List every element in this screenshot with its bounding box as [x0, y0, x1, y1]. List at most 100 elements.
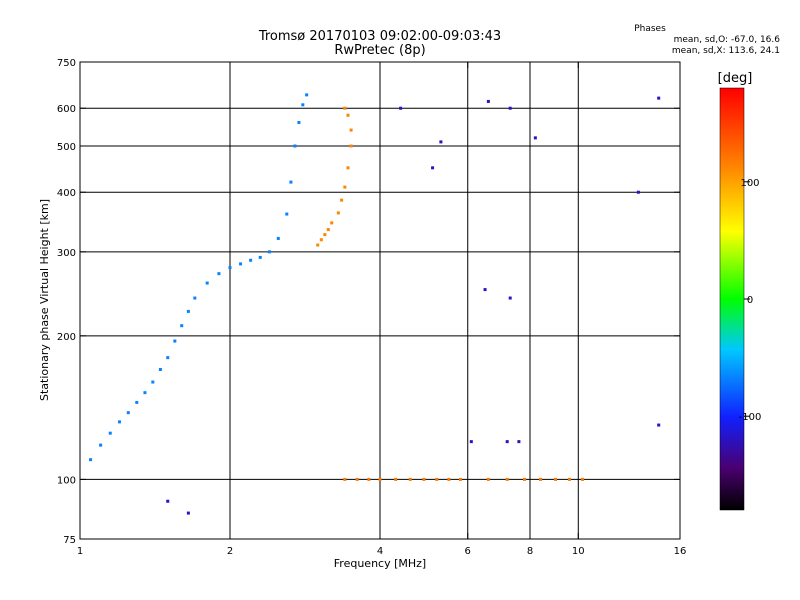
- data-point-o-mode-trace: [126, 411, 130, 415]
- data-point-o-mode-trace: [193, 296, 197, 300]
- y-tick-label: 300: [57, 248, 76, 259]
- x-tick-label: 1: [77, 546, 83, 557]
- data-point-o-mode-trace: [151, 380, 155, 384]
- stats-x-line: mean, sd,X: 113.6, 24.1: [672, 46, 780, 56]
- data-point-sporadic-e: [343, 477, 347, 481]
- data-point-x-mode-trace: [346, 166, 350, 170]
- y-axis-label: Stationary phase Virtual Height [km]: [38, 199, 51, 401]
- data-point-o-mode-trace: [143, 391, 147, 395]
- data-point-x-mode-trace: [343, 185, 347, 189]
- stats-heading: Phases: [634, 24, 666, 34]
- data-point-scattered-echoes: [486, 99, 490, 103]
- chart-title: Tromsø 20170103 09:02:00-09:03:43: [258, 29, 501, 44]
- data-point-sporadic-e: [505, 477, 509, 481]
- x-tick-label: 16: [674, 546, 687, 557]
- data-point-o-mode-trace: [205, 281, 209, 285]
- y-tick-label: 500: [57, 142, 76, 153]
- chart-subtitle: RwPretec (8p): [334, 43, 425, 58]
- data-point-sporadic-e: [378, 477, 382, 481]
- data-point-x-mode-trace: [343, 106, 347, 110]
- data-point-o-mode-trace: [289, 180, 293, 184]
- data-point-sporadic-e: [408, 477, 412, 481]
- data-point-sporadic-e: [367, 477, 371, 481]
- grid-lines: [80, 62, 680, 539]
- data-point-x-mode-trace: [316, 243, 320, 247]
- colorbar-label: [deg]: [718, 71, 753, 86]
- data-point-sporadic-e: [435, 477, 439, 481]
- data-point-sporadic-e: [523, 477, 527, 481]
- data-point-o-mode-trace: [89, 458, 93, 462]
- data-point-o-mode-trace: [180, 324, 184, 328]
- data-point-o-mode-trace: [239, 262, 243, 266]
- data-point-sporadic-e: [553, 477, 557, 481]
- data-point-o-mode-trace: [276, 236, 280, 240]
- y-tick-label: 750: [57, 58, 76, 69]
- data-point-o-mode-trace: [293, 144, 297, 148]
- data-point-x-mode-trace: [336, 211, 340, 215]
- data-point-o-mode-trace: [135, 400, 139, 404]
- data-point-o-mode-trace: [249, 258, 253, 262]
- data-point-sporadic-e: [458, 477, 462, 481]
- data-point-o-mode-trace: [173, 339, 177, 343]
- data-point-o-mode-trace: [158, 367, 162, 371]
- data-point-x-mode-trace: [330, 221, 334, 225]
- colorbar-tick-label: 0: [747, 295, 753, 306]
- data-point-x-mode-trace: [326, 228, 330, 232]
- x-tick-label: 6: [465, 546, 471, 557]
- data-point-o-mode-trace: [117, 420, 121, 424]
- data-point-x-mode-trace: [323, 233, 327, 237]
- data-point-scattered-echoes: [186, 511, 190, 515]
- data-point-sporadic-e: [486, 477, 490, 481]
- data-point-scattered-echoes: [517, 440, 521, 444]
- data-point-sporadic-e: [355, 477, 359, 481]
- data-point-x-mode-trace: [346, 113, 350, 117]
- data-point-o-mode-trace: [285, 212, 289, 216]
- data-point-o-mode-trace: [267, 250, 271, 254]
- data-point-scattered-echoes: [166, 499, 170, 503]
- data-point-scattered-echoes: [439, 140, 443, 144]
- data-point-scattered-echoes: [508, 106, 512, 110]
- y-tick-label: 400: [57, 188, 76, 199]
- data-point-scattered-echoes: [508, 296, 512, 300]
- y-tick-label: 75: [63, 535, 76, 546]
- y-axis: 75 100 200 300 400 500 600 750: [57, 58, 680, 546]
- data-point-sporadic-e: [394, 477, 398, 481]
- x-tick-label: 4: [377, 546, 383, 557]
- data-point-o-mode-trace: [108, 431, 112, 435]
- data-point-scattered-echoes: [483, 288, 487, 292]
- y-tick-label: 600: [57, 104, 76, 115]
- x-axis-label: Frequency [MHz]: [334, 557, 426, 570]
- colorbar: [719, 87, 745, 511]
- data-point-o-mode-trace: [99, 443, 103, 447]
- data-point-sporadic-e: [447, 477, 451, 481]
- data-point-scattered-echoes: [431, 166, 435, 170]
- x-tick-label: 10: [572, 546, 585, 557]
- data-point-x-mode-trace: [340, 198, 344, 202]
- data-point-scattered-echoes: [533, 136, 537, 140]
- data-point-scattered-echoes: [505, 440, 509, 444]
- data-point-scattered-echoes: [469, 440, 473, 444]
- stats-o-line: mean, sd,O: -67.0, 16.6: [674, 35, 781, 45]
- data-point-o-mode-trace: [297, 121, 301, 125]
- data-point-o-mode-trace: [217, 272, 221, 276]
- data-point-sporadic-e: [539, 477, 543, 481]
- data-point-scattered-echoes: [399, 106, 403, 110]
- data-point-o-mode-trace: [228, 266, 232, 270]
- data-point-scattered-echoes: [657, 423, 661, 427]
- data-point-sporadic-e: [567, 477, 571, 481]
- y-tick-label: 200: [57, 332, 76, 343]
- data-point-o-mode-trace: [301, 103, 305, 107]
- y-tick-label: 100: [57, 475, 76, 486]
- x-axis: 1 2 4 6 8 10 16: [77, 62, 687, 557]
- colorbar-ticks: 100 0 -100: [739, 178, 762, 423]
- data-points: [89, 93, 661, 515]
- data-point-o-mode-trace: [305, 93, 309, 97]
- x-tick-label: 8: [527, 546, 533, 557]
- data-point-o-mode-trace: [166, 356, 170, 360]
- data-point-scattered-echoes: [636, 190, 640, 194]
- data-point-sporadic-e: [422, 477, 426, 481]
- data-point-o-mode-trace: [186, 309, 190, 313]
- data-point-x-mode-trace: [349, 144, 353, 148]
- data-point-x-mode-trace: [349, 128, 353, 132]
